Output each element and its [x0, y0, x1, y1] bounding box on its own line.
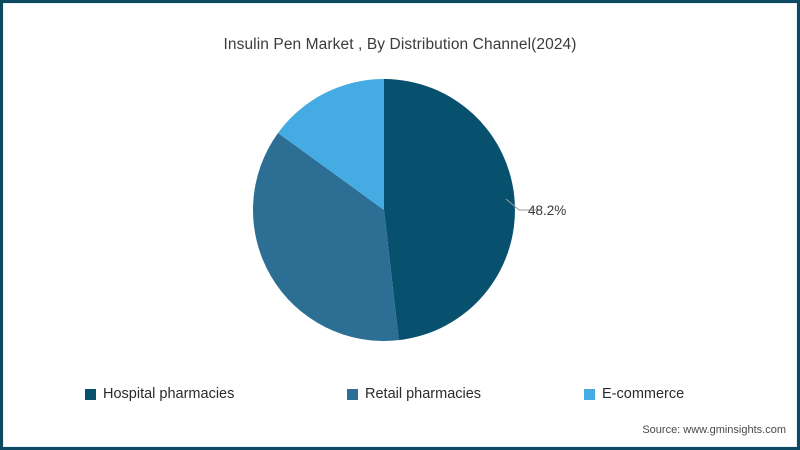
legend-swatch-icon [347, 388, 358, 400]
chart-legend: Hospital pharmacies Retail pharmacies E-… [0, 382, 800, 406]
pie-slice-e-commerce[interactable] [278, 79, 384, 210]
legend-item-label: E-commerce [602, 386, 685, 402]
legend-item-hospital-pharmacies[interactable]: Hospital pharmacies [85, 382, 234, 406]
source-attribution: Source: www.gminsights.com [642, 424, 786, 436]
legend-item-label: Hospital pharmacies [103, 386, 235, 402]
pie-chart-svg [253, 79, 515, 341]
pie-slice-retail-pharmacies[interactable] [253, 133, 399, 341]
page-title: Insulin Pen Market , By Distribution Cha… [223, 36, 577, 53]
pie-chart [252, 78, 516, 342]
legend-item-label: Retail pharmacies [365, 386, 482, 402]
callout-leader-line [505, 198, 540, 211]
pie-slice-hospital-pharmacies[interactable] [384, 79, 515, 341]
pie-slice-percentage-label: 48.2% [528, 203, 567, 218]
legend-swatch-icon [584, 388, 595, 400]
legend-item-retail-pharmacies[interactable]: Retail pharmacies [347, 382, 481, 406]
legend-item-e-commerce[interactable]: E-commerce [584, 382, 684, 406]
legend-swatch-icon [85, 388, 96, 400]
pie-slices [253, 79, 515, 341]
